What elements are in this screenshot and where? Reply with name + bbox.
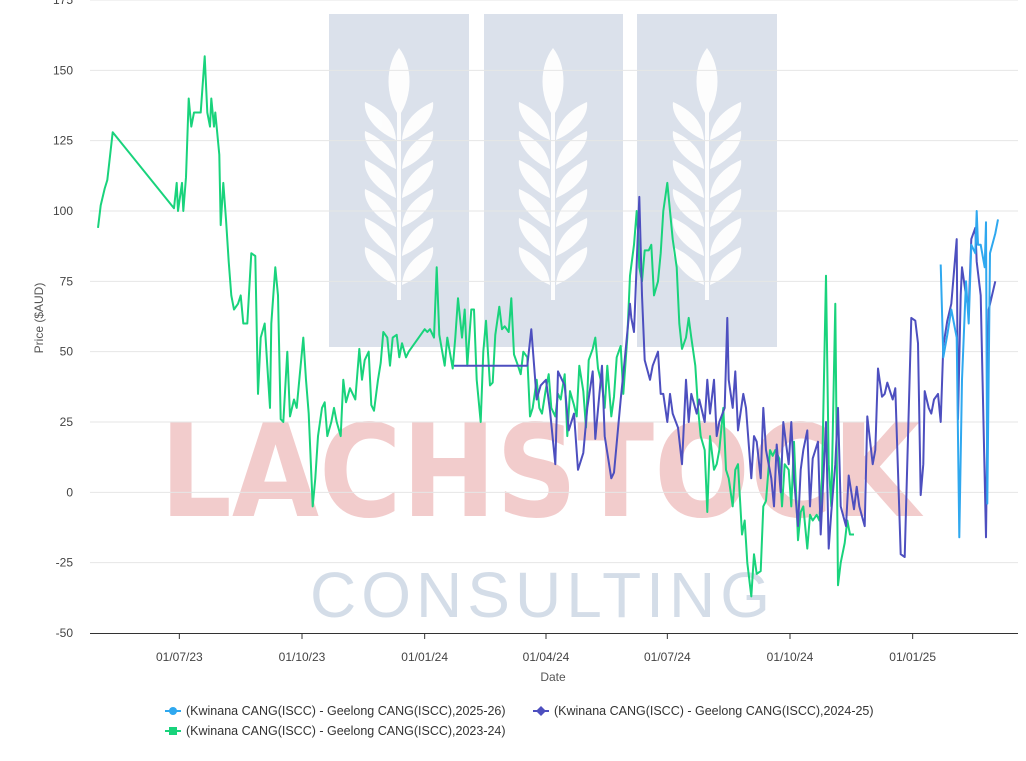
y-tick-label: 100 — [53, 204, 73, 218]
y-tick-label: 150 — [53, 63, 73, 77]
series-line-2[interactable] — [454, 195, 997, 558]
y-tick-label: 0 — [66, 485, 73, 499]
series-group — [97, 55, 999, 598]
y-axis-title: Price ($AUD) — [32, 283, 46, 354]
grid — [90, 0, 1018, 564]
legend-label: (Kwinana CANG(ISCC) - Geelong CANG(ISCC)… — [186, 704, 506, 718]
axes: -50 -25 0 25 50 75 100 125 150 175 01/07/23 01/10/2… — [53, 0, 1018, 664]
y-tick-label: 75 — [60, 274, 74, 288]
series-line-3[interactable] — [97, 55, 854, 598]
x-tick-label: 01/10/23 — [279, 650, 326, 664]
y-tick-label: 25 — [60, 415, 74, 429]
legend-label: (Kwinana CANG(ISCC) - Geelong CANG(ISCC)… — [186, 724, 506, 738]
x-tick-label: 01/01/24 — [401, 650, 448, 664]
y-tick-label: -25 — [56, 556, 74, 570]
x-tick-label: 01/07/23 — [156, 650, 203, 664]
series-line-1[interactable] — [939, 210, 999, 539]
legend-marker-square — [169, 727, 177, 735]
y-tick-label: 50 — [60, 345, 74, 359]
legend-item-3[interactable]: (Kwinana CANG(ISCC) - Geelong CANG(ISCC)… — [165, 724, 506, 738]
y-tick-label: -50 — [56, 626, 74, 640]
y-tick-label: 125 — [53, 134, 73, 148]
legend: (Kwinana CANG(ISCC) - Geelong CANG(ISCC)… — [165, 704, 874, 738]
watermark-logo: LACHSTOCK CONSULTING — [160, 14, 924, 631]
legend-marker-circle — [169, 707, 177, 715]
legend-item-2[interactable]: (Kwinana CANG(ISCC) - Geelong CANG(ISCC)… — [533, 704, 874, 718]
y-tick-label: 175 — [53, 0, 73, 7]
legend-marker-diamond — [536, 706, 546, 716]
wheat-icon — [518, 48, 588, 300]
watermark-subtitle-text: CONSULTING — [310, 559, 770, 631]
legend-item-1[interactable]: (Kwinana CANG(ISCC) - Geelong CANG(ISCC)… — [165, 704, 506, 718]
wheat-icon — [672, 48, 742, 300]
legend-label: (Kwinana CANG(ISCC) - Geelong CANG(ISCC)… — [554, 704, 874, 718]
x-tick-label: 01/01/25 — [889, 650, 936, 664]
x-axis-title: Date — [540, 670, 566, 684]
x-tick-label: 01/07/24 — [644, 650, 691, 664]
x-tick-label: 01/10/24 — [767, 650, 814, 664]
x-tick-label: 01/04/24 — [523, 650, 570, 664]
